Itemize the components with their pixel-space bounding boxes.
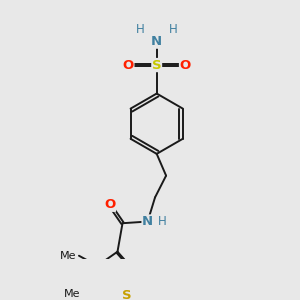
- Text: H: H: [136, 23, 144, 36]
- Text: O: O: [104, 198, 116, 211]
- Text: O: O: [180, 58, 191, 72]
- Text: Me: Me: [60, 251, 76, 261]
- Text: N: N: [142, 215, 153, 228]
- Text: Me: Me: [64, 289, 81, 299]
- Text: H: H: [158, 215, 167, 228]
- Text: H: H: [169, 23, 178, 36]
- Text: N: N: [151, 35, 162, 48]
- Text: S: S: [122, 290, 132, 300]
- Text: S: S: [152, 58, 161, 72]
- Text: O: O: [123, 58, 134, 72]
